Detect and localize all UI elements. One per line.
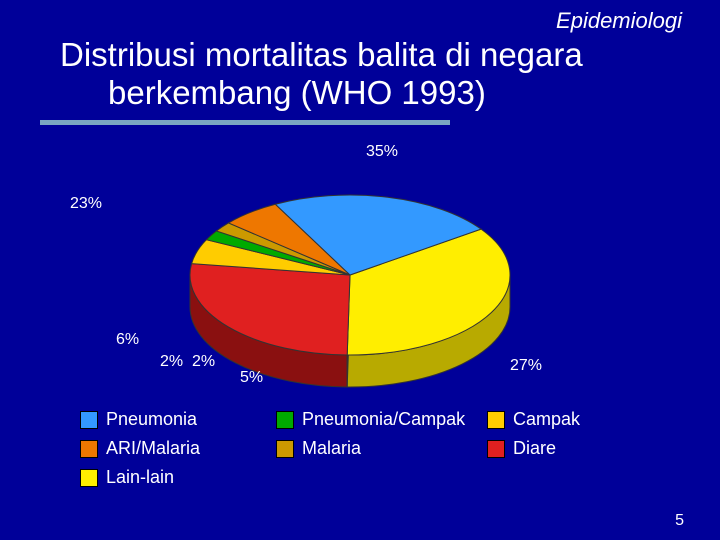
legend-label-arimalaria: ARI/Malaria: [106, 438, 200, 459]
section-supertitle: Epidemiologi: [556, 8, 682, 34]
pie-label-lainlain: 35%: [366, 143, 398, 161]
pie-chart: [40, 135, 680, 415]
legend-swatch-pneumonia: [80, 411, 98, 429]
legend-swatch-pneucampak: [276, 411, 294, 429]
legend-item-pneumonia: Pneumonia: [80, 409, 270, 430]
pie-label-arimalaria: 6%: [116, 331, 139, 349]
legend-swatch-lainlain: [80, 469, 98, 487]
legend-label-pneucampak: Pneumonia/Campak: [302, 409, 465, 430]
legend: Pneumonia Pneumonia/Campak Campak ARI/Malar…: [80, 409, 640, 488]
legend-item-diare: Diare: [487, 438, 627, 459]
legend-item-malaria: Malaria: [276, 438, 481, 459]
legend-swatch-arimalaria: [80, 440, 98, 458]
legend-label-campak: Campak: [513, 409, 580, 430]
legend-item-campak: Campak: [487, 409, 627, 430]
title-line-1: Distribusi mortalitas balita di negara: [60, 36, 583, 73]
pie-label-pneumonia: 23%: [70, 195, 102, 213]
legend-swatch-malaria: [276, 440, 294, 458]
legend-label-lainlain: Lain-lain: [106, 467, 174, 488]
pie-label-diare: 27%: [510, 357, 542, 375]
legend-swatch-campak: [487, 411, 505, 429]
pie-label-campak: 5%: [240, 369, 263, 387]
pie-label-malaria: 2%: [160, 353, 183, 371]
legend-label-malaria: Malaria: [302, 438, 361, 459]
slide-title: Distribusi mortalitas balita di negara b…: [60, 36, 680, 112]
page-number: 5: [675, 512, 684, 530]
legend-label-pneumonia: Pneumonia: [106, 409, 197, 430]
title-underline: [40, 120, 450, 125]
legend-swatch-diare: [487, 440, 505, 458]
legend-label-diare: Diare: [513, 438, 556, 459]
title-line-2: berkembang (WHO 1993): [108, 74, 486, 111]
slide: Epidemiologi Distribusi mortalitas balit…: [0, 0, 720, 540]
legend-item-lainlain: Lain-lain: [80, 467, 270, 488]
legend-item-arimalaria: ARI/Malaria: [80, 438, 270, 459]
pie-label-pneucampak: 2%: [192, 353, 215, 371]
legend-item-pneucampak: Pneumonia/Campak: [276, 409, 481, 430]
